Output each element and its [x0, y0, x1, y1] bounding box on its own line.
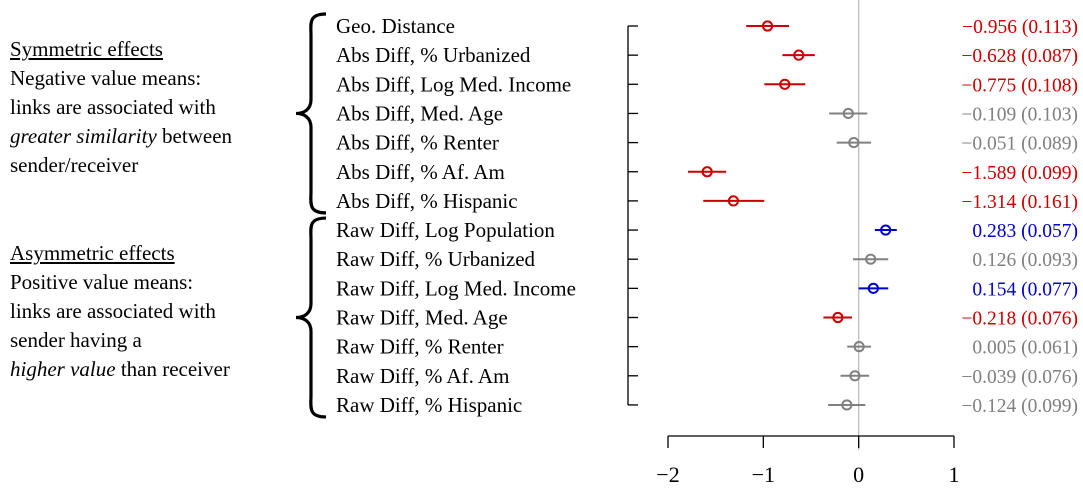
group-annotation: Symmetric effects Negative value means: li…	[10, 35, 290, 180]
value-label: −0.039 (0.076)	[961, 367, 1078, 388]
estimate-point	[832, 311, 844, 324]
value-label: −0.775 (0.108)	[961, 75, 1078, 96]
group-description-line: sender having a	[10, 328, 142, 353]
group-title: Asymmetric effects	[10, 241, 175, 266]
row-label: Abs Diff, Med. Age	[336, 101, 503, 125]
estimate-point	[842, 107, 854, 120]
row-label: Raw Diff, % Urbanized	[336, 247, 536, 271]
estimate-point	[727, 195, 739, 207]
value-label: −0.051 (0.089)	[961, 134, 1078, 155]
x-tick-label: −2	[656, 462, 679, 487]
group-annotation: Asymmetric effects Positive value means: l…	[10, 239, 290, 384]
value-label: −0.124 (0.099)	[961, 396, 1078, 417]
value-label: 0.126 (0.093)	[972, 250, 1078, 271]
value-label: 0.283 (0.057)	[972, 221, 1078, 242]
row-label: Raw Diff, Log Med. Income	[336, 276, 576, 300]
row-label: Abs Diff, Log Med. Income	[336, 72, 571, 96]
row-label: Raw Diff, % Af. Am	[336, 364, 509, 388]
group-description-line: Negative value means:	[10, 66, 202, 90]
estimate-point	[880, 224, 892, 236]
row-label: Abs Diff, % Hispanic	[336, 189, 518, 213]
value-label: −1.589 (0.099)	[961, 163, 1078, 184]
x-tick-label: −1	[752, 462, 775, 487]
row-label: Raw Diff, Med. Age	[336, 306, 508, 330]
group-description-line: Positive value means:	[10, 270, 194, 295]
group-description-line: links are associated with	[10, 95, 216, 119]
group-description-line: higher value than receiver	[10, 357, 230, 382]
estimate-point	[793, 49, 805, 61]
estimate-point	[841, 399, 853, 411]
estimate-point	[867, 282, 879, 294]
estimate-point	[761, 20, 774, 32]
group-description-line: sender/receiver	[10, 153, 139, 177]
row-label: Abs Diff, % Urbanized	[336, 43, 531, 67]
group-description-line: greater similarity between	[10, 124, 233, 148]
group-description-line: links are associated with	[10, 299, 216, 324]
value-label: −0.218 (0.076)	[961, 309, 1078, 330]
row-label: Abs Diff, % Renter	[336, 131, 499, 155]
value-label: −1.314 (0.161)	[961, 192, 1078, 213]
group-brace	[295, 216, 327, 419]
estimate-point	[848, 137, 860, 149]
estimate-point	[865, 253, 877, 265]
estimate-point	[701, 166, 713, 178]
row-label: Raw Diff, % Hispanic	[336, 393, 522, 417]
row-label: Raw Diff, Log Population	[336, 218, 555, 242]
value-label: −0.109 (0.103)	[961, 104, 1078, 125]
value-label: 0.005 (0.061)	[972, 338, 1078, 359]
row-label: Abs Diff, % Af. Am	[336, 160, 505, 184]
estimate-point	[853, 341, 865, 353]
row-label: Geo. Distance	[336, 14, 455, 38]
x-tick-label: 0	[853, 462, 864, 487]
value-label: 0.154 (0.077)	[972, 279, 1078, 300]
row-label: Raw Diff, % Renter	[336, 335, 504, 359]
group-title: Symmetric effects	[10, 37, 163, 61]
estimate-point	[779, 78, 791, 90]
group-emphasis: greater similarity	[10, 124, 157, 148]
group-brace	[295, 12, 327, 215]
x-tick-label: 1	[949, 462, 960, 487]
value-label: −0.956 (0.113)	[962, 17, 1078, 38]
value-label: −0.628 (0.087)	[961, 46, 1078, 67]
group-emphasis: higher value	[10, 357, 116, 382]
estimate-point	[849, 370, 861, 382]
